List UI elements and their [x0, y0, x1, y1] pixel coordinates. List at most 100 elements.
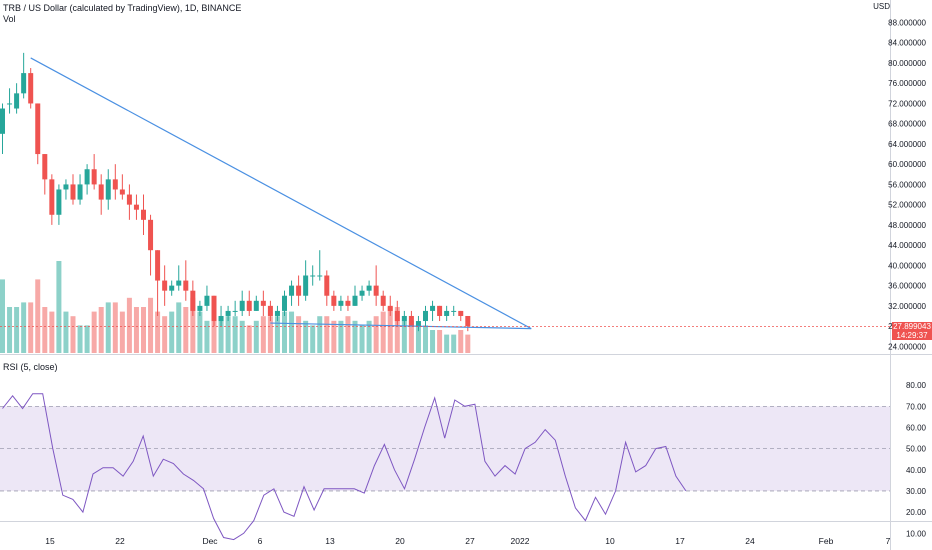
- candle: [21, 52, 27, 99]
- candle-body: [239, 300, 245, 311]
- volume-bar: [345, 316, 351, 353]
- rsi-tick-label: 30.00: [906, 487, 927, 496]
- candle: [401, 310, 407, 327]
- candle-body: [7, 103, 13, 105]
- volume-bar: [211, 320, 217, 353]
- candle: [204, 285, 210, 311]
- volume-bar: [310, 325, 316, 353]
- candlesticks[interactable]: [0, 52, 471, 332]
- candle: [317, 250, 323, 281]
- candle: [451, 305, 457, 316]
- candle-body: [415, 321, 421, 327]
- volume-bar: [70, 316, 76, 353]
- candle-body: [91, 169, 97, 185]
- volume-bar: [331, 320, 337, 353]
- candle-body: [232, 310, 238, 312]
- price-tick-label: 88.000000: [888, 19, 926, 28]
- candle: [183, 260, 189, 301]
- candle-body: [303, 275, 309, 296]
- candle-body: [28, 73, 34, 104]
- currency-label: USD: [873, 2, 890, 11]
- candle: [430, 300, 436, 322]
- volume-bar: [387, 307, 393, 353]
- volume-bar: [42, 307, 48, 353]
- price-tick-label: 44.000000: [888, 241, 926, 250]
- candle: [211, 295, 217, 327]
- candle: [49, 174, 55, 225]
- candle-body: [444, 310, 450, 316]
- candle-body: [162, 280, 168, 291]
- price-tick-label: 64.000000: [888, 140, 926, 149]
- candle-body: [14, 93, 20, 109]
- candle: [0, 103, 5, 155]
- candle-body: [317, 275, 323, 277]
- time-tick-label: 7: [886, 536, 891, 546]
- volume-bar: [423, 325, 428, 353]
- volume-bar: [352, 320, 358, 353]
- price-tick-label: 56.000000: [888, 180, 926, 189]
- volume-bar: [49, 311, 55, 353]
- candle: [282, 290, 287, 316]
- volume-bar: [289, 311, 295, 353]
- candle-body: [430, 305, 436, 311]
- candle: [465, 315, 471, 332]
- candle: [345, 295, 351, 311]
- volume-bar: [141, 307, 146, 353]
- candle: [331, 290, 337, 311]
- candle: [105, 169, 111, 210]
- chart-title: TRB / US Dollar (calculated by TradingVi…: [3, 3, 242, 13]
- candle-body: [98, 184, 104, 200]
- volume-bar: [176, 302, 182, 353]
- candle-body: [423, 310, 428, 322]
- volume-bar: [408, 320, 414, 353]
- candle-body: [260, 300, 266, 306]
- candle-body: [387, 305, 393, 311]
- volume-bar: [28, 302, 34, 353]
- candle: [324, 270, 330, 306]
- volume-bar: [437, 330, 443, 353]
- time-tick-label: 17: [675, 536, 685, 546]
- time-tick-label: 2022: [511, 536, 530, 546]
- candle: [190, 280, 196, 316]
- volume-bar: [84, 325, 90, 353]
- volume-bar: [246, 325, 252, 353]
- volume-bar: [366, 320, 372, 353]
- volume-bar: [465, 334, 471, 353]
- volume-bar: [239, 320, 245, 353]
- candle-body: [401, 315, 407, 322]
- countdown-tag: 14:29:37: [892, 330, 932, 340]
- rsi-series-line: [2, 393, 687, 541]
- time-axis[interactable]: 15 22 Dec 6 13 20 27 2022 10 17 24 Feb 7: [45, 536, 890, 546]
- candle: [260, 290, 266, 316]
- price-tick-label: 60.000000: [888, 160, 926, 169]
- candle-body: [42, 154, 48, 180]
- candle-body: [324, 275, 330, 296]
- volume-bar: [232, 316, 238, 353]
- candle-body: [310, 275, 316, 277]
- candle: [373, 265, 379, 306]
- volume-bar: [183, 307, 189, 353]
- volume-bar: [155, 311, 161, 353]
- candle-body: [437, 305, 443, 316]
- volume-bar: [338, 320, 344, 353]
- volume-bar: [253, 320, 259, 353]
- candle: [225, 305, 231, 322]
- trendlines[interactable]: [30, 57, 532, 330]
- candle-body: [211, 295, 217, 322]
- candle-body: [274, 310, 280, 316]
- volume-bar: [77, 325, 83, 353]
- volume-bar: [21, 302, 27, 353]
- volume-bar: [282, 311, 287, 353]
- volume-bar: [126, 297, 132, 353]
- volume-bar: [112, 302, 118, 353]
- candle: [70, 174, 76, 205]
- volume-bar: [260, 316, 266, 353]
- volume-bar: [35, 279, 41, 353]
- candle: [415, 315, 421, 332]
- candle: [289, 280, 295, 306]
- rsi-axis[interactable]: 80.00 70.00 60.00 50.00 40.00 30.00 20.00 10.00: [906, 381, 927, 538]
- candle-body: [359, 290, 365, 296]
- candle: [310, 265, 316, 286]
- volume-bar: [430, 330, 436, 353]
